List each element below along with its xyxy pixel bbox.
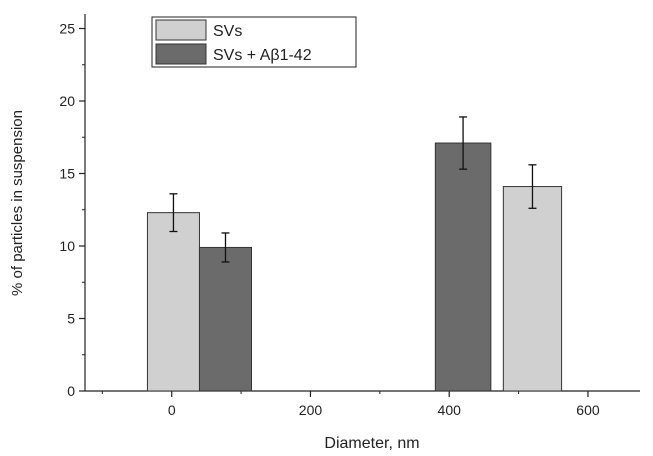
y-axis-label: % of particles in suspension xyxy=(9,110,26,296)
legend-swatch-svs-abeta xyxy=(155,43,207,65)
bar-svs-abeta xyxy=(434,142,492,392)
error-bars-group xyxy=(169,116,537,263)
bar-svs-abeta xyxy=(198,246,252,392)
x-tick-label: 0 xyxy=(168,402,176,418)
y-tick-label: 25 xyxy=(59,21,75,37)
legend-swatch-svs xyxy=(155,19,207,41)
x-axis-ticks: 0 200 400 600 xyxy=(101,391,600,418)
x-axis-label: Diameter, nm xyxy=(324,435,419,452)
legend: SVs SVs + Aβ1-42 xyxy=(151,16,357,68)
y-tick-label: 20 xyxy=(59,93,75,109)
y-tick-label: 15 xyxy=(59,166,75,182)
x-tick-label: 200 xyxy=(299,402,323,418)
y-axis-ticks: 0 5 10 15 20 25 xyxy=(59,21,85,399)
x-tick-label: 400 xyxy=(438,402,462,418)
legend-label-svs-abeta: SVs + Aβ1-42 xyxy=(213,47,312,64)
legend-label-svs: SVs xyxy=(213,23,242,40)
y-tick-label: 5 xyxy=(67,311,75,327)
y-tick-label: 10 xyxy=(59,238,75,254)
x-tick-label: 600 xyxy=(576,402,600,418)
y-tick-label: 0 xyxy=(67,383,75,399)
bar-svs xyxy=(146,212,200,392)
bar-svs xyxy=(502,186,563,392)
bars-group xyxy=(146,142,563,392)
